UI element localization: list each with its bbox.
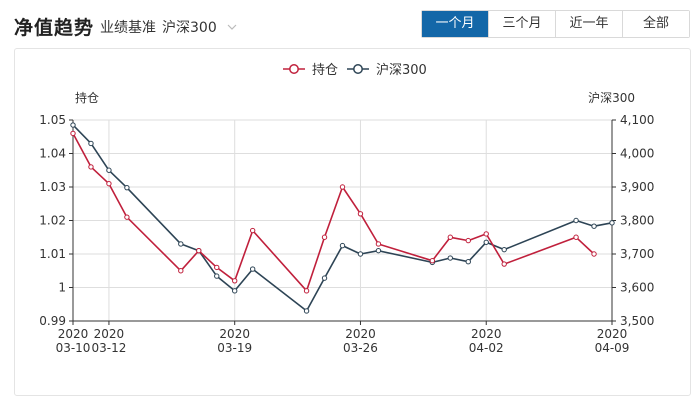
x-tick-label-date: 03-10 [56, 341, 91, 355]
legend-label-index: 沪深300 [376, 62, 427, 78]
x-tick-label-date: 03-19 [217, 341, 252, 355]
x-tick-label-year: 2020 [58, 327, 89, 341]
chart-card: 持仓 沪深300 持仓 沪深300 1.05 4,100 1.04 4,000 1.03… [14, 48, 691, 396]
legend: 持仓 沪深300 [283, 62, 427, 78]
data-point-holding[interactable] [375, 241, 382, 247]
left-tick-label: 1.04 [39, 147, 66, 161]
data-point-holding[interactable] [178, 268, 184, 274]
data-point-index[interactable] [573, 217, 579, 224]
right-tick-label: 4,000 [620, 147, 654, 161]
data-point-holding[interactable] [303, 288, 310, 294]
data-point-holding[interactable] [196, 247, 202, 254]
data-point-holding[interactable] [339, 184, 346, 190]
data-point-holding[interactable] [573, 234, 579, 240]
benchmark-label: 业绩基准 [100, 20, 156, 36]
data-point-holding[interactable] [249, 227, 256, 234]
data-point-index[interactable] [70, 122, 76, 128]
left-tick-label: 1.03 [39, 180, 66, 194]
data-point-holding[interactable] [214, 264, 220, 271]
legend-label-holding: 持仓 [312, 63, 338, 78]
data-point-index[interactable] [321, 275, 328, 281]
x-tick-label-date: 03-12 [91, 341, 126, 355]
axes: 1.05 4,100 1.04 4,000 1.03 3,900 1.02 3,800 1.01… [39, 113, 654, 355]
data-point-index[interactable] [375, 247, 382, 254]
data-point-holding[interactable] [321, 234, 328, 240]
data-point-holding[interactable] [483, 231, 489, 237]
data-point-index[interactable] [178, 241, 184, 247]
x-tick-label-year: 2020 [345, 327, 376, 341]
left-tick-label: 1.01 [39, 247, 66, 261]
data-point-index[interactable] [501, 246, 507, 253]
data-point-holding[interactable] [357, 211, 364, 217]
chevron-down-icon [227, 24, 237, 30]
data-point-holding[interactable] [501, 261, 507, 267]
data-point-index[interactable] [609, 220, 615, 226]
net-value-chart: 持仓 沪深300 持仓 沪深300 1.05 4,100 1.04 4,000 1.03… [39, 62, 654, 355]
tab-one-month[interactable]: 一个月 [422, 11, 488, 37]
header: 净值趋势 业绩基准 沪深300 一个月 三个月 近一年 全部 [0, 0, 698, 46]
data-point-index[interactable] [303, 308, 310, 314]
series [70, 122, 615, 314]
grid [72, 119, 613, 322]
x-tick-label-year: 2020 [219, 327, 250, 341]
data-point-index[interactable] [214, 273, 220, 279]
data-point-holding[interactable] [124, 214, 130, 220]
range-tabs: 一个月 三个月 近一年 全部 [421, 10, 690, 38]
legend-item-holding[interactable]: 持仓 [283, 63, 338, 78]
right-tick-label: 3,700 [620, 247, 654, 261]
x-tick-label-year: 2020 [471, 327, 502, 341]
data-point-holding[interactable] [88, 164, 94, 170]
x-tick-label-date: 03-26 [343, 341, 378, 355]
data-point-holding[interactable] [70, 130, 76, 137]
data-point-index[interactable] [88, 140, 94, 147]
x-tick-label-year: 2020 [597, 327, 628, 341]
left-tick-label: 1.05 [39, 113, 66, 127]
left-tick-label: 1.02 [39, 214, 66, 228]
left-tick-label: 1 [58, 281, 66, 295]
data-point-index[interactable] [249, 266, 256, 272]
benchmark-selector[interactable]: 业绩基准 沪深300 [100, 17, 237, 37]
right-tick-label: 4,100 [620, 113, 654, 127]
data-point-index[interactable] [232, 288, 238, 294]
data-point-index[interactable] [357, 251, 364, 257]
x-tick-label-date: 04-02 [469, 341, 504, 355]
right-axis-label: 沪深300 [588, 91, 635, 105]
benchmark-value: 沪深300 [162, 20, 217, 36]
data-point-holding[interactable] [447, 234, 453, 240]
right-tick-label: 3,900 [620, 180, 654, 194]
tab-three-months[interactable]: 三个月 [488, 11, 555, 37]
tab-all[interactable]: 全部 [622, 11, 689, 37]
data-point-index[interactable] [124, 184, 130, 191]
legend-item-index[interactable]: 沪深300 [347, 62, 427, 78]
left-tick-label: 0.99 [39, 314, 66, 328]
right-tick-label: 3,500 [620, 314, 654, 328]
data-point-holding[interactable] [106, 180, 112, 187]
right-tick-label: 3,800 [620, 214, 654, 228]
series-line-index [72, 124, 613, 312]
page-title: 净值趋势 [14, 17, 95, 39]
data-point-index[interactable] [591, 223, 597, 229]
left-axis-label: 持仓 [75, 90, 99, 105]
data-point-holding[interactable] [465, 237, 471, 244]
data-point-index[interactable] [106, 167, 112, 173]
tab-one-year[interactable]: 近一年 [555, 11, 622, 37]
data-point-index[interactable] [483, 239, 489, 245]
data-point-holding[interactable] [232, 278, 238, 284]
data-point-holding[interactable] [591, 251, 597, 257]
data-point-holding[interactable] [429, 258, 436, 264]
x-tick-label-year: 2020 [94, 327, 125, 341]
data-point-index[interactable] [465, 259, 471, 265]
right-tick-label: 3,600 [620, 281, 654, 295]
data-point-index[interactable] [339, 242, 346, 249]
data-point-index[interactable] [447, 255, 453, 261]
x-tick-label-date: 04-09 [595, 341, 630, 355]
